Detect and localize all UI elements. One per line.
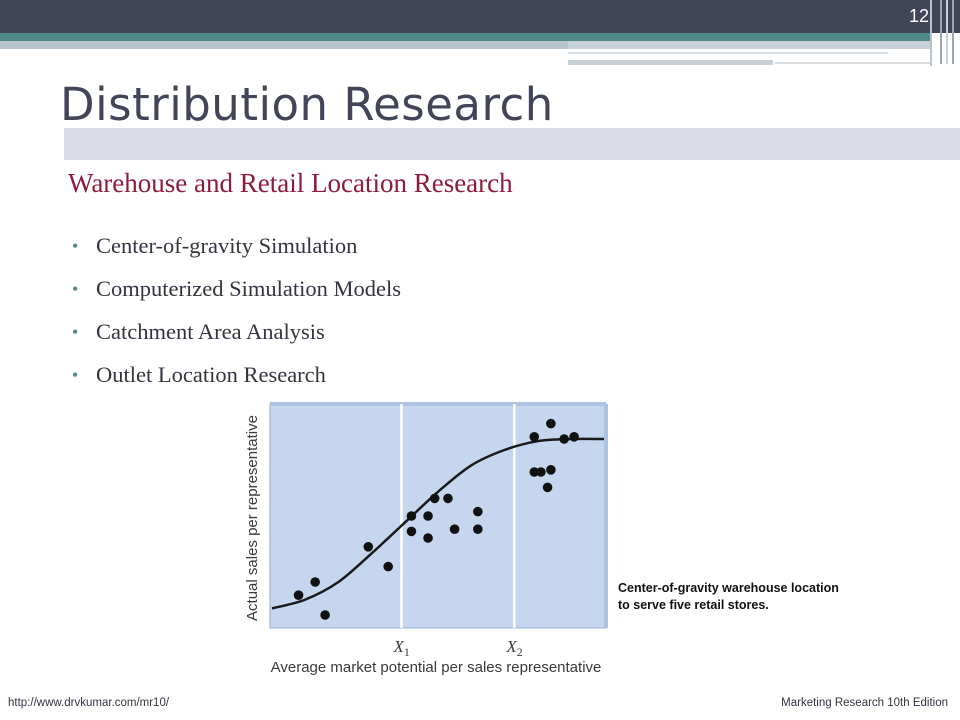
scatter-point — [542, 482, 553, 493]
header-stripe — [568, 41, 930, 49]
footer-url: http://www.drvkumar.com/mr10/ — [8, 697, 170, 709]
bullet-text: Center-of-gravity Simulation — [96, 233, 358, 258]
scatter-point — [569, 432, 579, 442]
x-axis-label: Average market potential per sales repre… — [271, 659, 602, 676]
scatter-point — [310, 577, 320, 587]
header-accent-bar — [0, 33, 930, 41]
scatter-point — [406, 526, 417, 537]
scatter-point — [546, 465, 556, 475]
fitted-curve — [271, 437, 605, 610]
header-line — [775, 62, 930, 64]
header-divider — [940, 0, 942, 64]
bullet-item: • Computerized Simulation Models — [72, 269, 401, 312]
x-marker-label: X1 — [392, 637, 409, 659]
scatter-point — [429, 493, 440, 504]
scatter-point — [363, 542, 374, 552]
header-line — [568, 52, 888, 54]
header-line — [568, 60, 773, 65]
plot-area — [269, 403, 607, 629]
y-axis-label: Actual sales per representative — [244, 415, 261, 621]
header-stripe — [0, 41, 568, 49]
scatter-point — [423, 511, 433, 521]
scatter-point — [449, 524, 460, 534]
scatter-point — [423, 533, 433, 543]
bullet-item: • Center-of-gravity Simulation — [72, 226, 401, 269]
header-divider — [946, 0, 948, 64]
slide-number: 12 — [908, 6, 930, 26]
header-bar — [0, 0, 930, 33]
bullet-text: Outlet Location Research — [96, 362, 326, 387]
figure-caption: Center-of-gravity warehouse location to … — [618, 581, 839, 612]
bullet-item: • Outlet Location Research — [72, 355, 401, 398]
scatter-point — [529, 467, 540, 477]
scatter-point — [529, 432, 540, 442]
center-of-gravity-chart: X1 X2 Actual sales per representative Ave… — [244, 402, 608, 676]
x-marker-label: X2 — [505, 637, 522, 659]
bullet-text: Catchment Area Analysis — [96, 319, 325, 344]
scatter-point — [293, 590, 304, 600]
scatter-point — [546, 418, 556, 429]
scatter-point — [443, 493, 453, 504]
slide-number-box — [930, 0, 960, 33]
bullet-list: • Center-of-gravity Simulation • Computeri… — [72, 226, 401, 398]
scatter-point — [473, 506, 483, 517]
header-divider — [952, 0, 954, 64]
bullet-dot-icon: • — [72, 279, 79, 299]
scatter-point — [559, 434, 569, 444]
scatter-point — [406, 511, 417, 521]
scatter-point — [320, 610, 330, 620]
footer-edition: Marketing Research 10th Edition — [781, 697, 948, 709]
title-band — [64, 128, 960, 160]
scatter-point — [383, 561, 393, 572]
header-divider — [930, 0, 932, 66]
bullet-item: • Catchment Area Analysis — [72, 312, 401, 355]
bullet-dot-icon: • — [72, 365, 79, 385]
bullet-dot-icon: • — [72, 236, 79, 256]
bullet-dot-icon: • — [72, 322, 79, 342]
scatter-point — [473, 524, 483, 534]
scatter-point — [536, 467, 546, 477]
bullet-text: Computerized Simulation Models — [96, 276, 401, 301]
slide-title: Distribution Research — [60, 78, 554, 131]
slide-subtitle: Warehouse and Retail Location Research — [68, 168, 513, 198]
